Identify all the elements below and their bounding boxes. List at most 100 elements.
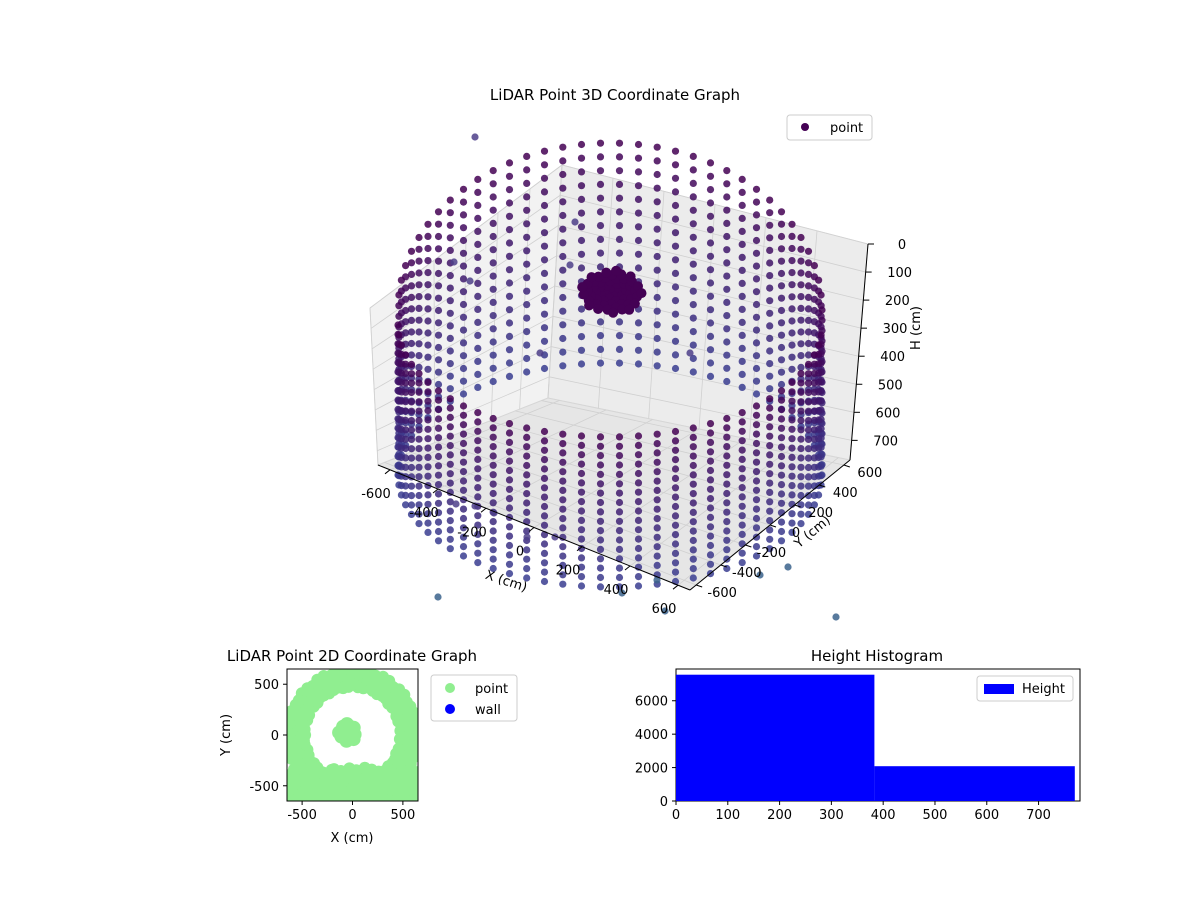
point-3d <box>577 535 586 543</box>
x-axis-label-3d: X (cm) <box>483 568 529 596</box>
histogram-x-tick-label: 600 <box>974 808 999 823</box>
point-3d <box>402 463 410 471</box>
point-3d <box>634 182 643 190</box>
point-3d <box>505 570 514 578</box>
point-3d <box>804 370 813 378</box>
point-3d <box>596 564 605 572</box>
point-3d <box>653 362 661 370</box>
point-3d <box>505 420 514 428</box>
point-3d <box>474 383 482 391</box>
point-3d-outlier <box>661 607 669 615</box>
legend-2d-point-label: point <box>475 682 508 697</box>
point-3d <box>596 359 605 367</box>
point-3d <box>788 416 796 424</box>
point-3d <box>766 221 774 229</box>
point-3d <box>505 476 514 484</box>
point-3d <box>689 490 697 498</box>
point-3d <box>653 449 661 457</box>
point-3d <box>489 206 497 214</box>
point-3d <box>788 281 796 289</box>
point-3d <box>434 282 443 290</box>
point-3d <box>489 259 497 267</box>
point-3d <box>577 516 586 525</box>
point-3d <box>540 324 549 332</box>
point-3d <box>407 407 416 415</box>
point-3d <box>706 485 715 493</box>
point-3d <box>804 339 813 348</box>
point-3d <box>752 524 761 532</box>
point-3d <box>505 319 514 327</box>
point-3d <box>407 510 416 518</box>
point-3d <box>738 530 746 539</box>
point-3d <box>804 293 813 301</box>
point-3d <box>446 498 454 506</box>
point-3d <box>810 351 819 359</box>
point-3d <box>723 259 731 267</box>
point-3d <box>424 378 432 386</box>
point-3d <box>671 351 680 359</box>
ticks-3d: -600-400-2000200400600-600-400-200020040… <box>361 238 912 617</box>
point-3d <box>634 346 643 354</box>
point-3d <box>402 379 410 387</box>
point-3d <box>752 262 761 270</box>
point-3d <box>653 321 661 329</box>
point-3d <box>577 346 586 354</box>
point-3d <box>706 212 715 220</box>
point-3d <box>777 208 786 216</box>
point-3d <box>738 502 746 510</box>
point-3d <box>788 353 796 361</box>
point-3d <box>505 186 514 194</box>
point-3d <box>689 166 697 174</box>
point-3d <box>738 409 746 417</box>
point-3d <box>559 524 567 532</box>
point-3d <box>723 351 731 359</box>
point-3d <box>634 319 643 327</box>
point-3d <box>752 421 761 429</box>
point-3d <box>407 426 416 434</box>
point-3d <box>559 321 567 329</box>
y-tick-label-2d: -500 <box>249 780 279 795</box>
point-3d <box>459 477 468 485</box>
point-3d <box>474 227 482 235</box>
point-3d <box>559 348 567 356</box>
point-3d <box>596 332 605 340</box>
point-3d-outlier <box>471 133 479 141</box>
y-tick-label-2d: 0 <box>271 729 279 744</box>
y-tick-mark <box>720 564 727 568</box>
point-3d <box>424 269 432 277</box>
point-3d <box>407 305 416 313</box>
point-3d <box>738 521 746 529</box>
point-3d <box>706 466 715 475</box>
point-3d <box>804 463 813 472</box>
y-tick-label-3d: 600 <box>857 466 882 481</box>
point-3d <box>653 486 661 494</box>
z-tick-label-3d: 200 <box>885 294 910 309</box>
point-3d <box>752 486 761 494</box>
point-3d <box>407 328 416 336</box>
point-3d <box>424 397 432 405</box>
point-3d <box>788 317 796 325</box>
point-3d <box>766 498 774 506</box>
point-3d <box>540 502 549 511</box>
point-3d <box>474 279 482 287</box>
point-3d <box>474 240 482 248</box>
point-3d <box>797 491 805 500</box>
point-3d <box>804 379 813 387</box>
point-3d <box>653 505 661 513</box>
point-3d <box>689 536 697 545</box>
x-tick-label-3d: 600 <box>652 602 677 617</box>
point-3d <box>523 546 531 554</box>
point-3d <box>752 439 761 448</box>
point-3d <box>523 368 531 376</box>
point-3d <box>777 452 786 461</box>
point-3d <box>446 526 454 534</box>
point-3d <box>407 435 416 443</box>
point-3d <box>577 140 586 149</box>
point-3d <box>407 492 416 500</box>
point-3d <box>446 432 454 440</box>
point-3d <box>424 444 432 452</box>
point-3d <box>766 334 774 342</box>
y-tick-mark <box>695 584 703 588</box>
point-3d <box>671 540 680 548</box>
point-3d <box>723 219 731 227</box>
